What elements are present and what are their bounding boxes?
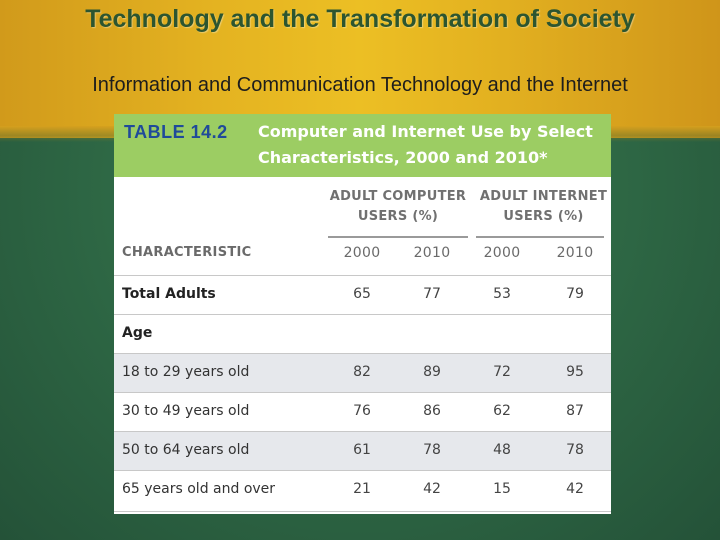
row-label: 18 to 29 years old	[122, 364, 250, 380]
table-row: 65 years old and over 21 42 15 42	[114, 470, 611, 510]
year-header: 2000	[483, 245, 521, 261]
characteristic-header: CHARACTERISTIC	[122, 245, 252, 260]
table-row: 50 to 64 years old 61 78 48 78	[114, 431, 611, 471]
year-header: 2010	[413, 245, 451, 261]
table-cell: 76	[353, 403, 371, 419]
table-cell: 65	[353, 286, 371, 302]
table-cell: 62	[493, 403, 511, 419]
table-cell: 89	[423, 364, 441, 380]
table-cell: 53	[493, 286, 511, 302]
table-row: Age	[114, 314, 611, 354]
column-group-rule	[476, 236, 604, 238]
table-cell: 78	[566, 442, 584, 458]
table-cell: 78	[423, 442, 441, 458]
table-cell: 77	[423, 286, 441, 302]
table-cell: 15	[493, 481, 511, 497]
table-cell: 86	[423, 403, 441, 419]
data-table: TABLE 14.2 Computer and Internet Use by …	[114, 114, 611, 514]
year-header: 2010	[556, 245, 594, 261]
table-row: 30 to 49 years old 76 86 62 87	[114, 392, 611, 432]
table-row: Total Adults 65 77 53 79	[114, 275, 611, 315]
row-label: Age	[122, 325, 153, 341]
slide-subtitle: Information and Communication Technology…	[92, 74, 628, 96]
table-bottom-rule	[114, 511, 611, 512]
table-cell: 42	[423, 481, 441, 497]
column-group-internet: ADULT INTERNET USERS (%)	[479, 189, 608, 224]
table-cell: 87	[566, 403, 584, 419]
row-label: 65 years old and over	[122, 481, 276, 497]
table-cell: 95	[566, 364, 584, 380]
table-cell: 21	[353, 481, 371, 497]
table-cell: 42	[566, 481, 584, 497]
row-label: 50 to 64 years old	[122, 442, 250, 458]
table-title: Computer and Internet Use by Select Char…	[258, 122, 593, 167]
row-label: 30 to 49 years old	[122, 403, 250, 419]
table-cell: 82	[353, 364, 371, 380]
table-cell: 79	[566, 286, 584, 302]
table-number: TABLE 14.2	[124, 122, 228, 142]
column-group-computer: ADULT COMPUTER USERS (%)	[329, 189, 467, 224]
table-header: TABLE 14.2 Computer and Internet Use by …	[114, 114, 611, 177]
table-cell: 61	[353, 442, 371, 458]
row-label: Total Adults	[122, 286, 216, 302]
year-header: 2000	[343, 245, 381, 261]
table-row: 18 to 29 years old 82 89 72 95	[114, 353, 611, 393]
table-cell: 72	[493, 364, 511, 380]
column-group-rule	[328, 236, 468, 238]
table-cell: 48	[493, 442, 511, 458]
slide-title: Technology and the Transformation of Soc…	[85, 5, 635, 33]
